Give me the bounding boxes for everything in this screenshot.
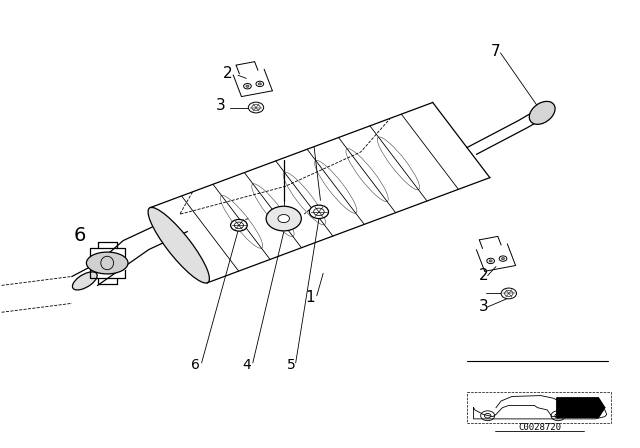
Ellipse shape: [258, 83, 261, 85]
Ellipse shape: [529, 101, 555, 125]
Text: 4: 4: [242, 358, 251, 372]
Text: 3: 3: [478, 299, 488, 314]
Ellipse shape: [230, 220, 247, 231]
Ellipse shape: [148, 207, 209, 283]
Text: C0028720: C0028720: [518, 423, 561, 432]
Text: 2: 2: [222, 66, 232, 82]
Text: 5: 5: [287, 358, 296, 372]
Ellipse shape: [244, 83, 252, 89]
Text: 6: 6: [191, 358, 200, 372]
Text: 1: 1: [305, 290, 316, 306]
Ellipse shape: [72, 272, 97, 290]
Ellipse shape: [501, 258, 504, 260]
Ellipse shape: [501, 288, 516, 299]
Ellipse shape: [266, 206, 301, 231]
Ellipse shape: [278, 215, 289, 223]
Ellipse shape: [489, 260, 492, 262]
Text: 6: 6: [74, 226, 86, 245]
Ellipse shape: [499, 256, 507, 261]
Ellipse shape: [487, 258, 495, 263]
Ellipse shape: [248, 102, 264, 113]
Ellipse shape: [256, 81, 264, 86]
Ellipse shape: [309, 205, 328, 219]
Text: 2: 2: [478, 268, 488, 283]
Ellipse shape: [246, 85, 249, 87]
Ellipse shape: [86, 252, 128, 274]
Polygon shape: [557, 398, 605, 418]
Text: 3: 3: [216, 98, 226, 113]
Text: 7: 7: [491, 44, 501, 59]
